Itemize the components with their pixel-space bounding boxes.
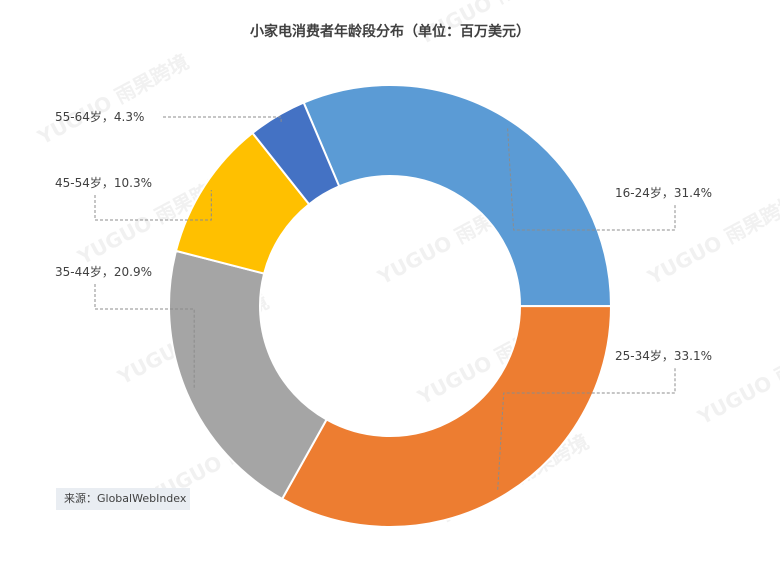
watermark: YUGUO 雨果跨境 (643, 190, 780, 290)
watermark: YUGUO 雨果跨境 (693, 330, 780, 430)
value-label: 10.3% (114, 176, 152, 190)
chart-title: 小家电消费者年龄段分布（单位：百万美元） (250, 23, 530, 40)
category-label: 45-54岁 (55, 175, 102, 190)
data-label: 45-54岁，10.3% (55, 175, 152, 190)
leader-line (94, 190, 212, 221)
data-label: 25-34岁，33.1% (615, 348, 712, 363)
value-label: 33.1% (674, 349, 712, 363)
donut-slice (302, 84, 613, 308)
donut-slice (251, 101, 341, 206)
leader-line (507, 128, 676, 231)
category-label: 25-34岁 (615, 348, 662, 363)
data-label: 16-24岁，31.4% (615, 185, 712, 200)
label-separator: ， (662, 349, 674, 363)
donut-slice (168, 249, 328, 501)
watermark: YUGUO 雨果跨境 (33, 50, 193, 150)
leader-line (163, 116, 282, 123)
value-label: 20.9% (114, 265, 152, 279)
value-label: 4.3% (114, 110, 145, 124)
donut: 16-24岁，31.4%25-34岁，33.1%35-44岁，20.9%45-5… (55, 84, 712, 528)
source: 来源：GlobalWebIndex (64, 491, 187, 505)
label-separator: ， (102, 110, 114, 124)
leader-line (94, 284, 195, 390)
value-label: 31.4% (674, 186, 712, 200)
category-label: 55-64岁 (55, 109, 102, 124)
category-label: 16-24岁 (615, 185, 662, 200)
label-separator: ， (662, 186, 674, 200)
category-label: 35-44岁 (55, 264, 102, 279)
label-separator: ， (102, 265, 114, 279)
data-label: 35-44岁，20.9% (55, 264, 152, 279)
label-separator: ， (102, 176, 114, 190)
donut-slice (280, 305, 613, 528)
leader-line (497, 368, 676, 490)
source-box (56, 488, 190, 510)
data-label: 55-64岁，4.3% (55, 109, 144, 124)
